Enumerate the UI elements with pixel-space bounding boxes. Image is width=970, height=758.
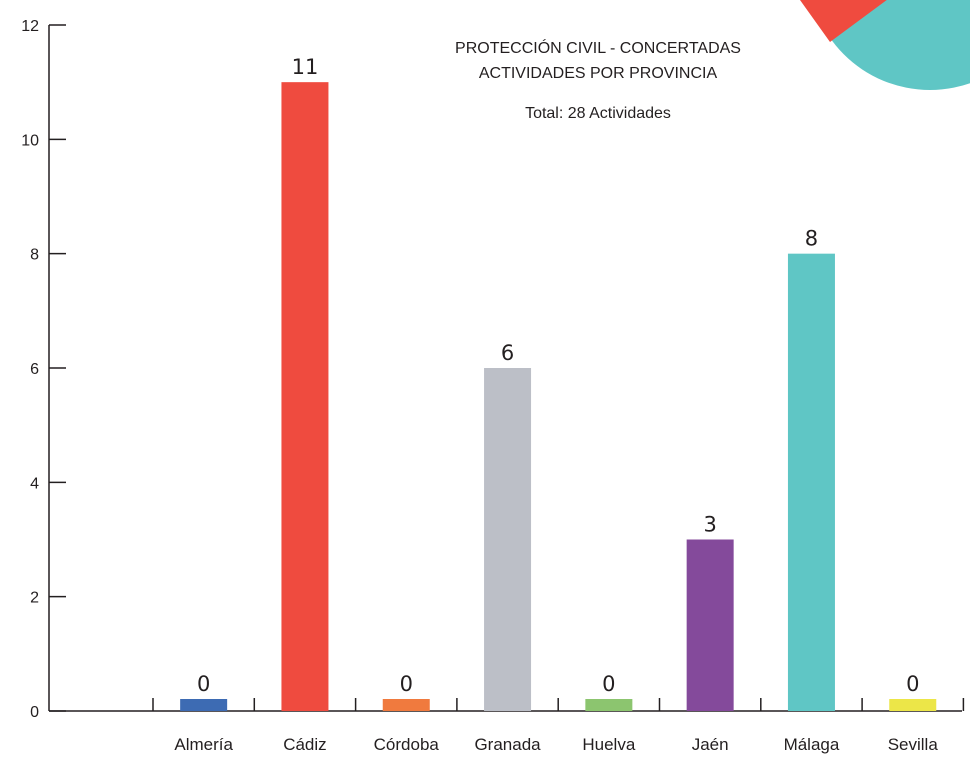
data-label: 0: [197, 672, 210, 696]
data-label: 0: [602, 672, 615, 696]
data-label: 6: [501, 341, 514, 365]
y-tick-label: 2: [30, 590, 39, 607]
bar: [787, 253, 835, 711]
data-labels: 0 11 0 6 0 3 8 0: [197, 55, 919, 696]
data-label: 0: [906, 672, 919, 696]
y-tick-label: 12: [21, 18, 39, 35]
chart-subtitle: Total: 28 Actividades: [525, 105, 671, 122]
chart-title-line-2: ACTIVIDADES POR PROVINCIA: [479, 65, 718, 82]
y-tick-label: 4: [30, 475, 39, 492]
category-label: Sevilla: [888, 735, 939, 754]
bar: [180, 699, 228, 711]
y-tick-label: 8: [30, 247, 39, 264]
chart-title-line-1: PROTECCIÓN CIVIL - CONCERTADAS: [455, 38, 741, 57]
bars: [180, 82, 937, 711]
category-label: Córdoba: [374, 735, 440, 754]
category-labels: Almería Cádiz Córdoba Granada Huelva Jaén Mála…: [174, 735, 938, 754]
data-label: 0: [400, 672, 413, 696]
bar: [686, 539, 734, 711]
bar: [889, 699, 937, 711]
y-tick-label: 0: [30, 704, 39, 721]
category-label: Málaga: [784, 735, 840, 754]
category-label: Granada: [474, 735, 541, 754]
y-tick-label: 6: [30, 361, 39, 378]
y-axis-ticks: 0 2 4 6 8 10 12: [21, 18, 66, 721]
y-tick-label: 10: [21, 132, 39, 149]
bar: [484, 368, 532, 711]
category-label: Cádiz: [283, 735, 326, 754]
bar: [281, 82, 329, 711]
category-label: Huelva: [582, 735, 635, 754]
data-label: 8: [805, 227, 818, 251]
category-label: Jaén: [692, 735, 729, 754]
data-label: 3: [703, 513, 716, 537]
corner-red-segment: [800, 0, 887, 42]
data-label: 11: [292, 55, 319, 79]
bar: [585, 699, 633, 711]
corner-decoration: [800, 0, 970, 90]
category-label: Almería: [174, 735, 233, 754]
x-axis-ticks: [152, 698, 965, 711]
bar: [382, 699, 430, 711]
